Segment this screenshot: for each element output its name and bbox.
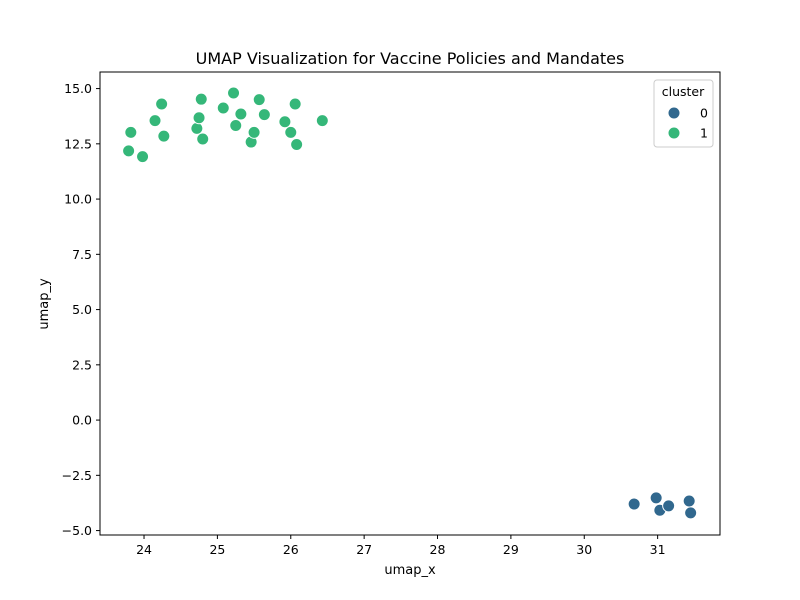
y-tick-label: 15.0 (64, 81, 92, 96)
data-point-cluster-1 (157, 129, 171, 143)
legend-marker (667, 126, 681, 140)
data-point-cluster-1 (288, 97, 302, 111)
data-point-cluster-1 (136, 150, 150, 164)
y-axis-label: umap_y (37, 278, 52, 330)
data-point-cluster-1 (124, 125, 138, 139)
y-tick-label: −5.0 (62, 523, 92, 538)
x-tick-label: 31 (650, 542, 666, 557)
data-point-cluster-1 (190, 121, 204, 135)
x-tick-label: 27 (356, 542, 372, 557)
data-points (122, 86, 698, 520)
x-axis: 24 25 26 27 28 29 30 31 (136, 535, 666, 557)
data-point-cluster-1 (229, 118, 243, 132)
legend: cluster 0 1 (653, 79, 714, 148)
data-point-cluster-1 (148, 114, 162, 128)
data-point-cluster-1 (194, 92, 208, 106)
plot-frame (99, 71, 721, 536)
data-point-cluster-0 (684, 506, 698, 520)
y-tick-label: −2.5 (62, 468, 92, 483)
data-point-cluster-1 (257, 108, 271, 122)
x-tick-label: 25 (209, 542, 225, 557)
x-tick-label: 26 (283, 542, 299, 557)
data-point-cluster-1 (155, 97, 169, 111)
data-point-cluster-0 (649, 491, 663, 505)
legend-entry-label: 0 (700, 106, 708, 121)
chart-title: UMAP Visualization for Vaccine Policies … (196, 49, 625, 68)
data-point-cluster-1 (227, 86, 241, 100)
data-point-cluster-1 (192, 111, 206, 125)
data-point-cluster-0 (662, 499, 676, 513)
data-point-cluster-0 (682, 494, 696, 508)
y-tick-label: 2.5 (72, 357, 92, 372)
data-point-cluster-1 (234, 107, 248, 121)
x-tick-label: 30 (576, 542, 592, 557)
y-axis: −5.0 −2.5 0.0 2.5 5.0 7.5 10.0 12.5 15.0 (62, 81, 100, 538)
y-tick-label: 0.0 (72, 413, 92, 428)
y-tick-label: 10.0 (64, 192, 92, 207)
x-tick-label: 29 (503, 542, 519, 557)
data-point-cluster-1 (122, 144, 136, 158)
y-tick-label: 5.0 (72, 302, 92, 317)
data-point-cluster-1 (278, 115, 292, 129)
x-axis-label: umap_x (384, 563, 436, 578)
data-point-cluster-0 (627, 497, 641, 511)
legend-entry-label: 1 (700, 126, 708, 141)
x-tick-label: 28 (430, 542, 446, 557)
data-point-cluster-1 (315, 114, 329, 128)
data-point-cluster-1 (216, 101, 230, 115)
data-point-cluster-1 (284, 125, 298, 139)
legend-title: cluster (662, 84, 705, 99)
y-tick-label: 12.5 (64, 136, 92, 151)
data-point-cluster-1 (247, 125, 261, 139)
x-tick-label: 24 (136, 542, 152, 557)
data-point-cluster-1 (252, 93, 266, 107)
data-point-cluster-1 (196, 132, 210, 146)
y-tick-label: 7.5 (72, 247, 92, 262)
data-point-cluster-1 (290, 137, 304, 151)
legend-marker (667, 106, 681, 120)
